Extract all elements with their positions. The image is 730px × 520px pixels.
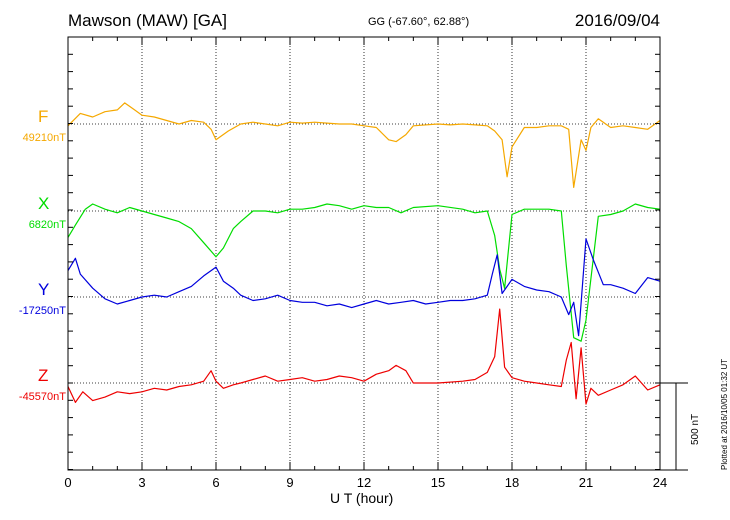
coordinates-label: GG (-67.60°, 62.88°)	[368, 16, 470, 28]
station-title: Mawson (MAW) [GA]	[68, 11, 227, 30]
x-tick-label: 21	[579, 475, 593, 490]
series-line-y	[67, 238, 661, 337]
channel-baseline-z: -45570nT	[18, 391, 66, 403]
x-tick-label: 18	[505, 475, 519, 490]
series-line-z	[67, 308, 661, 405]
channel-baseline-f: 49210nT	[22, 132, 66, 144]
plotted-timestamp: Plotted at 2016/10/05 01:32 UT	[720, 358, 729, 470]
channel-name-f: F	[38, 107, 49, 126]
series-line-x	[67, 203, 661, 342]
x-tick-label: 24	[653, 475, 667, 490]
x-tick-label: 6	[212, 475, 219, 490]
x-tick-label: 12	[357, 475, 371, 490]
x-tick-labels: 0 3 6 9 12 15 18 21 24	[64, 475, 667, 490]
series-lines	[67, 102, 661, 405]
x-axis-label: U T (hour)	[330, 490, 394, 506]
channel-baseline-y: -17250nT	[18, 305, 66, 317]
date-label: 2016/09/04	[574, 11, 660, 30]
series-line-f	[67, 102, 661, 188]
x-tick-label: 9	[286, 475, 293, 490]
scale-bar-label: 500 nT	[690, 413, 701, 445]
channel-baseline-x: 6820nT	[28, 219, 66, 231]
scale-bar	[660, 382, 688, 471]
x-tick-label: 15	[431, 475, 445, 490]
x-tick-label: 0	[64, 475, 71, 490]
x-tick-label: 3	[138, 475, 145, 490]
axis-ticks	[67, 36, 661, 470]
channel-name-z: Z	[38, 366, 49, 385]
grid-lines	[68, 37, 660, 470]
channel-name-y: Y	[38, 280, 50, 299]
channel-name-x: X	[38, 194, 50, 213]
